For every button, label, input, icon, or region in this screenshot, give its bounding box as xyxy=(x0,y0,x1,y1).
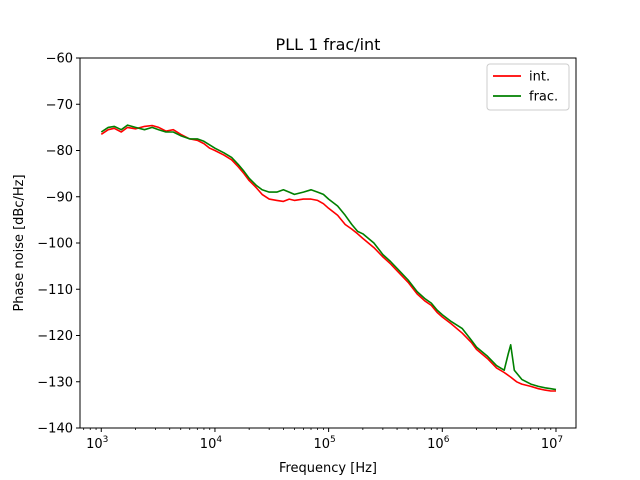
x-tick-label: 107 xyxy=(541,435,563,452)
x-tick-label: 106 xyxy=(427,435,450,452)
y-axis-title: Phase noise [dBc/Hz] xyxy=(12,174,27,311)
x-tick-label: 105 xyxy=(313,435,335,452)
y-tick-label: −130 xyxy=(37,375,73,390)
x-tick-label: 104 xyxy=(200,435,223,452)
legend: int. frac. xyxy=(486,63,570,111)
y-tick-label: −90 xyxy=(46,190,73,205)
y-axis: −60 −70 −80 −90 −100 −110 −120 −130 −140 xyxy=(37,52,80,437)
y-tick-label: −70 xyxy=(46,98,73,113)
y-tick-label: −140 xyxy=(37,422,73,437)
series-layer xyxy=(100,124,557,392)
x-tick-label: 103 xyxy=(86,435,108,452)
chart-title: PLL 1 frac/int xyxy=(276,35,381,54)
y-tick-label: −120 xyxy=(37,329,73,344)
x-axis: 103 104 105 106 107 xyxy=(83,428,563,452)
legend-label: frac. xyxy=(529,90,558,105)
y-tick-label: −80 xyxy=(46,144,73,159)
series-line-frac xyxy=(100,124,557,391)
x-axis-title: Frequency [Hz] xyxy=(279,461,377,476)
y-tick-label: −110 xyxy=(37,283,73,298)
series-line-int xyxy=(100,124,556,392)
legend-label: int. xyxy=(529,70,550,85)
y-tick-label: −60 xyxy=(46,52,73,67)
y-tick-label: −100 xyxy=(37,237,73,252)
